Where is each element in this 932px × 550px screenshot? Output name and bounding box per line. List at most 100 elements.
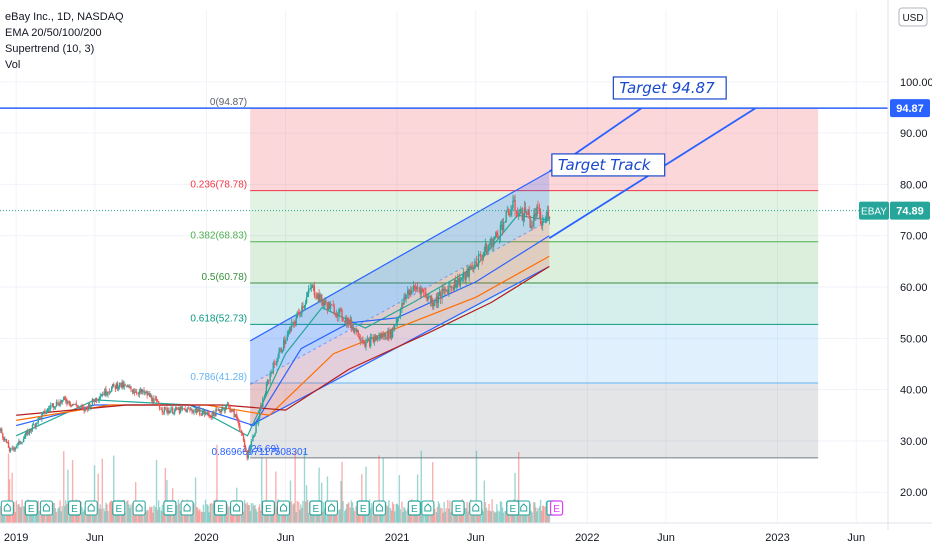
earnings-markers[interactable]: EEEEEEEEEEEEE [0,500,564,516]
annotation-target-track[interactable]: Target Track [551,153,666,177]
fib-level-label: 0.786(41.28) [190,372,247,383]
candle-body [153,398,155,404]
volume-bar [298,501,300,523]
indicator-volume[interactable]: Vol [5,59,20,71]
candle-body [4,438,6,441]
volume-bar [490,511,492,523]
annotations[interactable]: Target 94.87 Target Track [551,76,727,177]
candle-body [206,411,208,414]
volume-bar [116,509,119,523]
candle-body [432,299,434,307]
candle-body [136,391,138,394]
earnings-marker-secondary[interactable] [372,500,386,516]
dividend-icon [472,503,480,512]
candle-body [222,407,224,410]
volume-bar [51,512,53,523]
volume-bar [194,477,197,523]
earnings-marker[interactable] [356,500,370,516]
volume-bar [392,504,395,523]
earnings-marker[interactable] [261,500,275,516]
annotation-target[interactable]: Target 94.87 [612,76,727,100]
earnings-marker[interactable] [67,500,82,516]
earnings-marker[interactable] [506,500,520,516]
volume-bar [250,503,253,523]
candle-body [175,407,177,410]
candle-body [510,211,512,216]
target-price-tag[interactable] [890,99,930,118]
currency-button[interactable]: USD [898,7,928,27]
volume-bar [168,511,170,523]
volume-bar [347,503,349,523]
earnings-marker-secondary[interactable] [469,500,483,516]
volume-bar [450,512,452,523]
earnings-marker-secondary[interactable] [132,500,146,516]
candle-body [272,362,274,373]
time-tick-label: Jun [847,532,865,544]
volume-bar [511,512,513,523]
candle-body [316,297,318,299]
volume-bar [534,502,536,523]
horizontal-lines[interactable] [0,107,888,212]
candle-body [241,432,244,436]
earnings-marker-secondary[interactable] [517,500,531,516]
earnings-marker[interactable] [112,500,126,516]
candle-body [454,279,457,288]
earnings-marker-secondary[interactable] [421,500,435,516]
candle-body [88,403,90,410]
candle-body [349,319,352,325]
earnings-marker[interactable] [407,500,421,516]
candle-body [309,288,311,289]
indicator-ema[interactable]: EMA 20/50/100/200 [5,27,102,39]
earnings-marker[interactable] [163,500,177,516]
earnings-marker-secondary[interactable] [324,500,338,516]
candle-body [475,261,478,266]
candle-body [447,289,449,294]
volume-bar [136,511,138,523]
volume-bar [11,472,13,523]
candle-body [365,341,367,347]
volume-bar [390,510,393,523]
candle-body [416,287,419,289]
candle-body [276,360,278,365]
candle-body [541,221,544,226]
volume-bar [398,475,401,523]
time-axis[interactable]: 2019 Jun 2020 Jun 2021 Jun 2022 Jun 2023 Jun [0,522,932,544]
candle-body [171,407,174,414]
price-tick-label: 40.00 [900,385,928,397]
earnings-marker[interactable] [213,500,228,516]
earnings-marker[interactable] [451,500,465,516]
volume-bar [90,512,92,523]
earnings-marker-secondary[interactable] [0,500,14,516]
candle-body [227,403,230,406]
symbol-title[interactable]: eBay Inc., 1D, NASDAQ [5,11,124,23]
earnings-marker-secondary[interactable] [230,500,244,516]
earnings-marker-secondary[interactable] [39,500,53,516]
symbol-tag[interactable] [859,201,889,220]
candle-body [30,429,33,431]
earnings-marker-secondary[interactable] [276,500,290,516]
earnings-marker-secondary[interactable] [180,500,194,516]
candle-body [0,428,2,431]
candle-body [163,407,166,413]
volume-bar [100,509,102,523]
price-axis[interactable]: 20.00 30.00 40.00 50.00 60.00 70.00 80.00 90.00… [859,0,932,530]
currency-button-frame[interactable] [898,7,928,27]
candle-body [415,287,418,289]
last-price-tag[interactable] [890,201,930,220]
volume-bar [157,500,160,523]
candle-body [109,391,112,393]
candle-body [247,450,249,459]
earnings-marker-next[interactable] [549,500,564,516]
candle-body [399,309,402,317]
fib-retracement[interactable]: 0(94.87) 0.236(78.78) 0.382(68.83) 0.5(60.7… [190,97,819,459]
earnings-marker[interactable] [24,500,38,516]
candle-body [422,289,425,293]
volume-bar [226,504,229,523]
volume-bar [386,505,388,523]
indicator-supertrend[interactable]: Supertrend (10, 3) [5,43,94,55]
candle-body [44,410,46,414]
volume-bar [498,511,501,523]
earnings-marker[interactable] [309,500,323,516]
earnings-marker-secondary[interactable] [84,500,98,516]
